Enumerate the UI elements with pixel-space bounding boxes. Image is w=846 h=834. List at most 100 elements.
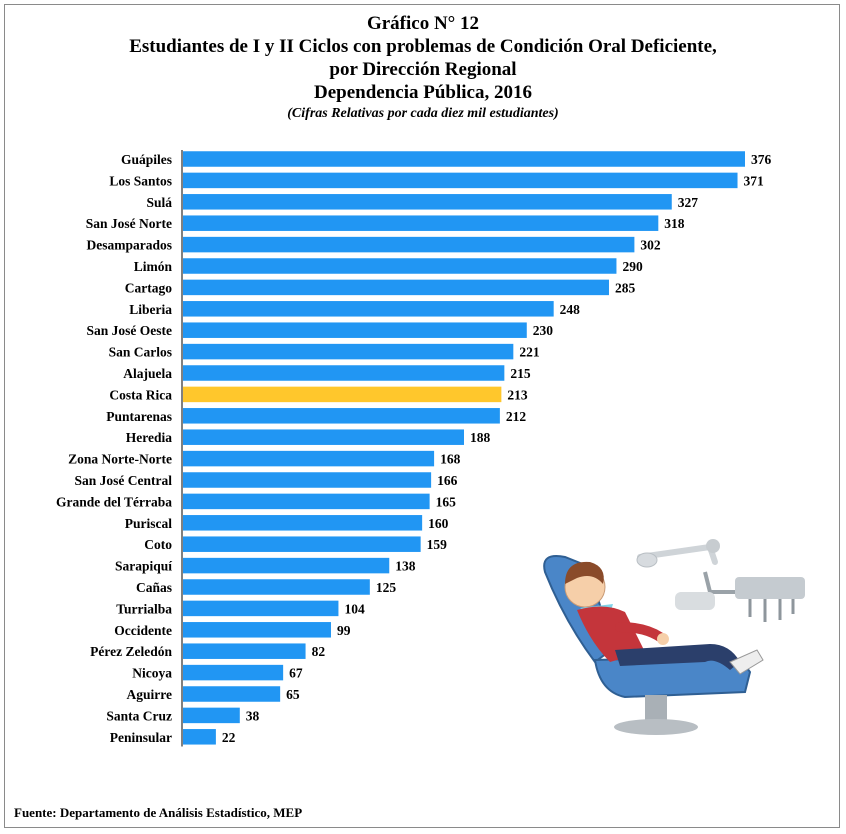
bar-group: Occidente 99 <box>114 622 351 638</box>
data-label: 371 <box>744 173 765 188</box>
bar <box>183 729 216 745</box>
bar <box>183 557 390 574</box>
bar-group: San José Norte 318 <box>86 215 685 231</box>
bar-group: Heredia 188 <box>126 429 491 445</box>
category-label: Aguirre <box>127 687 173 702</box>
bar-group: Limón 290 <box>134 258 643 274</box>
bar-group: Zona Norte-Norte 168 <box>68 450 461 467</box>
bar-group: Puriscal 160 <box>125 515 449 531</box>
data-label: 99 <box>337 623 351 638</box>
data-label: 166 <box>437 473 458 488</box>
data-label: 215 <box>510 366 531 381</box>
category-label: Zona Norte-Norte <box>68 452 172 467</box>
category-label: Guápiles <box>121 152 172 167</box>
spittoon <box>675 592 715 610</box>
data-label: 285 <box>615 280 636 295</box>
bar <box>183 600 339 617</box>
bar <box>183 429 464 445</box>
bar-group: Sulá 327 <box>146 194 698 210</box>
chart-title-line-2: Estudiantes de I y II Ciclos con problem… <box>129 36 717 57</box>
chart-number-title: Gráfico N° 12 <box>366 13 480 34</box>
bar <box>183 493 430 510</box>
source-note: Fuente: Departamento de Análisis Estadís… <box>14 805 303 820</box>
data-label: 125 <box>376 580 397 595</box>
data-label: 165 <box>436 494 457 509</box>
chart-title-line-3: por Dirección Regional <box>329 59 517 80</box>
bar-group: Desamparados 302 <box>86 236 661 253</box>
category-label: Heredia <box>126 430 172 445</box>
data-label: 159 <box>427 537 448 552</box>
bar <box>183 172 738 189</box>
bar <box>183 579 370 595</box>
category-label: Cartago <box>125 280 172 295</box>
category-label: Nicoya <box>132 666 172 681</box>
bar <box>183 472 432 488</box>
bar-group: Cartago 285 <box>125 279 636 296</box>
category-label: Puriscal <box>125 516 172 531</box>
bar <box>183 686 281 702</box>
category-label: San Carlos <box>109 345 172 360</box>
category-label: Grande del Térraba <box>56 494 172 509</box>
bar-group: Pérez Zeledón 82 <box>90 643 325 659</box>
category-label: Limón <box>134 259 173 274</box>
bar <box>183 664 284 681</box>
bar-highlight <box>183 386 502 403</box>
bar-group: Aguirre 65 <box>127 686 300 702</box>
category-label: Sulá <box>146 195 172 210</box>
category-label: San José Oeste <box>87 323 173 338</box>
bar <box>183 515 423 531</box>
data-label: 188 <box>470 430 491 445</box>
bar <box>183 151 745 167</box>
bar <box>183 279 609 296</box>
data-label: 212 <box>506 409 526 424</box>
bar <box>183 343 514 360</box>
category-label: Alajuela <box>123 366 172 381</box>
bar <box>183 322 527 338</box>
category-label: Los Santos <box>109 173 172 188</box>
bar-group: Los Santos 371 <box>109 172 765 189</box>
bar <box>183 301 554 317</box>
bar <box>183 643 306 659</box>
chart-frame <box>4 4 840 828</box>
bar <box>183 622 331 638</box>
data-label: 22 <box>222 730 236 745</box>
bar-group: Coto 159 <box>144 536 447 552</box>
bar-group: Grande del Térraba 165 <box>56 493 457 510</box>
bar-group: Puntarenas 212 <box>106 408 526 424</box>
chart-title-line-4: Dependencia Pública, 2016 <box>314 82 532 103</box>
bar <box>183 408 500 424</box>
category-label: Desamparados <box>86 238 172 253</box>
chart-subtitle: (Cifras Relativas por cada diez mil estu… <box>287 106 559 121</box>
category-label: Pérez Zeledón <box>90 644 172 659</box>
bar-group: Santa Cruz 38 <box>106 707 260 724</box>
bar-group: Liberia 248 <box>129 301 580 317</box>
lamp-head <box>636 552 658 568</box>
data-label: 104 <box>344 601 365 616</box>
bar <box>183 194 672 210</box>
bar-group: Cañas 125 <box>136 579 396 595</box>
data-label: 248 <box>560 302 581 317</box>
child-legs <box>615 644 740 670</box>
bar <box>183 365 505 381</box>
category-label: Santa Cruz <box>106 708 172 723</box>
lamp-joint <box>706 539 720 553</box>
bar <box>183 450 435 467</box>
data-label: 67 <box>289 666 303 681</box>
bar <box>183 215 659 231</box>
data-label: 221 <box>519 345 540 360</box>
bar <box>183 536 421 552</box>
bar <box>183 707 240 724</box>
chair-pillar <box>645 695 667 723</box>
category-label: Peninsular <box>110 730 172 745</box>
data-label: 82 <box>312 644 326 659</box>
category-label: Costa Rica <box>109 387 172 402</box>
data-label: 213 <box>507 387 528 402</box>
data-label: 65 <box>286 687 300 702</box>
data-label: 318 <box>664 216 685 231</box>
child-arm <box>615 622 665 642</box>
data-label: 376 <box>751 152 772 167</box>
category-label: Coto <box>144 537 172 552</box>
bar <box>183 258 617 274</box>
bar-chart: Guápiles 376 Los Santos 371 Sulá 327 San José … <box>56 150 772 747</box>
bar-group: Sarapiquí 138 <box>115 557 416 574</box>
